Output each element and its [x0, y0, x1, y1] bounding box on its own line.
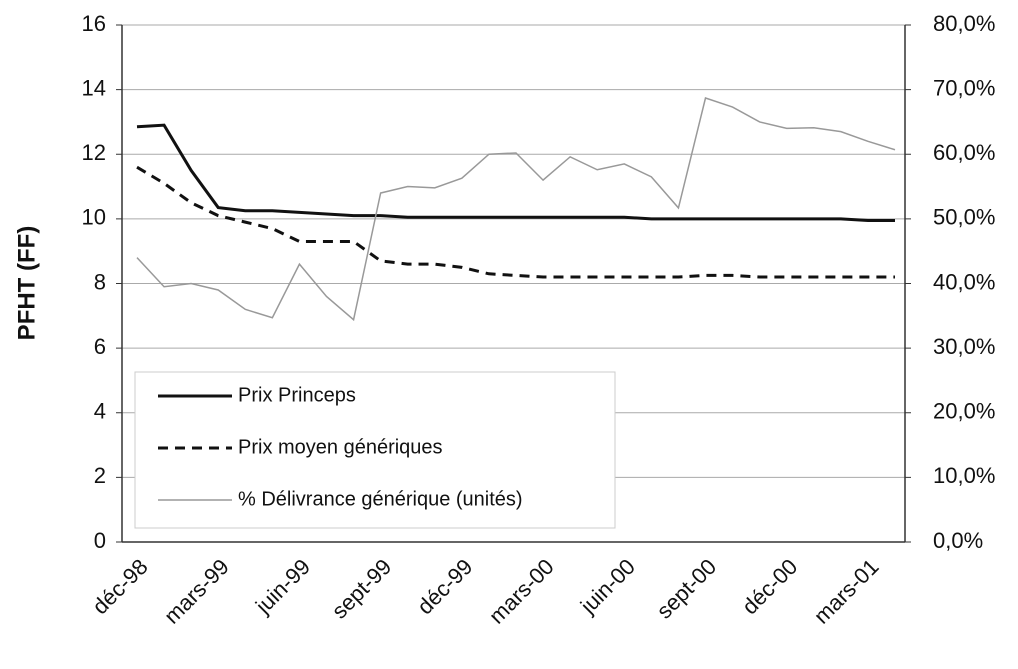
y-tick-label: 10	[82, 205, 106, 230]
x-tick-label: déc-99	[412, 554, 477, 619]
x-tick-label: déc-00	[737, 554, 802, 619]
legend-label: Prix moyen génériques	[238, 436, 443, 458]
y2-tick-label: 70,0%	[933, 75, 995, 100]
x-tick-label: sept-00	[652, 554, 722, 624]
y2-tick-label: 50,0%	[933, 205, 995, 230]
y-tick-label: 4	[94, 399, 106, 424]
y-tick-label: 6	[94, 334, 106, 359]
series-line	[136, 165, 895, 279]
y-tick-label: 12	[82, 140, 106, 165]
y-tick-label: 0	[94, 528, 106, 553]
x-tick-label: déc-98	[87, 554, 152, 619]
legend-label: % Délivrance générique (unités)	[238, 488, 523, 510]
x-tick-label: mars-99	[159, 554, 234, 629]
y2-tick-label: 60,0%	[933, 140, 995, 165]
y-tick-label: 16	[82, 11, 106, 36]
x-tick-label: mars-01	[809, 554, 884, 629]
y-axis-label: PFHT (FF)	[13, 226, 40, 341]
y-tick-label: 8	[94, 269, 106, 294]
y2-tick-label: 30,0%	[933, 334, 995, 359]
series-line	[136, 123, 895, 222]
y-tick-label: 2	[94, 463, 106, 488]
x-tick-label: juin-00	[575, 554, 640, 619]
x-tick-label: mars-00	[484, 554, 559, 629]
x-tick-label: sept-99	[327, 554, 397, 624]
series-line	[136, 97, 896, 322]
y2-tick-label: 20,0%	[933, 399, 995, 424]
y2-tick-label: 10,0%	[933, 463, 995, 488]
legend-label: Prix Princeps	[238, 384, 356, 406]
y2-tick-label: 80,0%	[933, 11, 995, 36]
x-tick-label: juin-99	[250, 554, 315, 619]
y2-tick-label: 0,0%	[933, 528, 983, 553]
legend-box	[134, 371, 616, 529]
y-tick-label: 14	[82, 75, 106, 100]
y2-tick-label: 40,0%	[933, 269, 995, 294]
